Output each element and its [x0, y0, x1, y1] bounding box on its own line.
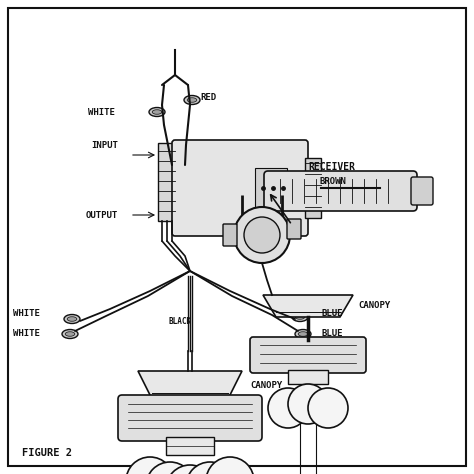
Bar [305, 158, 321, 218]
Circle shape [206, 457, 254, 474]
Ellipse shape [292, 312, 308, 321]
Text: INPUT: INPUT [91, 140, 118, 149]
Circle shape [244, 217, 280, 253]
Ellipse shape [149, 108, 165, 117]
Polygon shape [138, 371, 242, 399]
FancyBboxPatch shape [411, 177, 433, 205]
Circle shape [268, 388, 308, 428]
Text: RECEIVER: RECEIVER [308, 162, 355, 172]
Text: BLACK: BLACK [168, 317, 191, 326]
Ellipse shape [295, 315, 305, 319]
Circle shape [234, 207, 290, 263]
Bar [255, 168, 287, 208]
Text: FIGURE 2: FIGURE 2 [22, 448, 72, 458]
Bar [158, 143, 176, 221]
Ellipse shape [295, 329, 311, 338]
Ellipse shape [152, 110, 162, 114]
Ellipse shape [187, 98, 197, 102]
Text: CANOPY: CANOPY [250, 381, 282, 390]
Bar [166, 437, 214, 455]
Text: WHITE: WHITE [88, 108, 115, 117]
FancyBboxPatch shape [287, 219, 301, 239]
FancyBboxPatch shape [264, 171, 417, 211]
Ellipse shape [64, 315, 80, 323]
Text: WHITE: WHITE [13, 309, 40, 318]
Text: WHITE: WHITE [13, 328, 40, 337]
Circle shape [186, 462, 234, 474]
Ellipse shape [298, 332, 308, 336]
Bar [288, 370, 328, 384]
FancyBboxPatch shape [172, 140, 308, 236]
Ellipse shape [67, 317, 77, 321]
FancyBboxPatch shape [223, 224, 237, 246]
Circle shape [308, 388, 348, 428]
Polygon shape [263, 295, 353, 317]
Ellipse shape [184, 95, 200, 104]
Circle shape [288, 384, 328, 424]
FancyBboxPatch shape [250, 337, 366, 373]
Text: RED: RED [200, 92, 216, 101]
Text: CANOPY: CANOPY [358, 301, 390, 310]
Text: BLUE: BLUE [322, 328, 344, 337]
Circle shape [126, 457, 174, 474]
Text: BLUE: BLUE [322, 309, 344, 318]
Text: BROWN: BROWN [320, 176, 347, 185]
FancyBboxPatch shape [118, 395, 262, 441]
Circle shape [166, 465, 214, 474]
Ellipse shape [65, 332, 75, 336]
Text: OUTPUT: OUTPUT [86, 210, 118, 219]
Ellipse shape [62, 329, 78, 338]
Circle shape [146, 462, 194, 474]
